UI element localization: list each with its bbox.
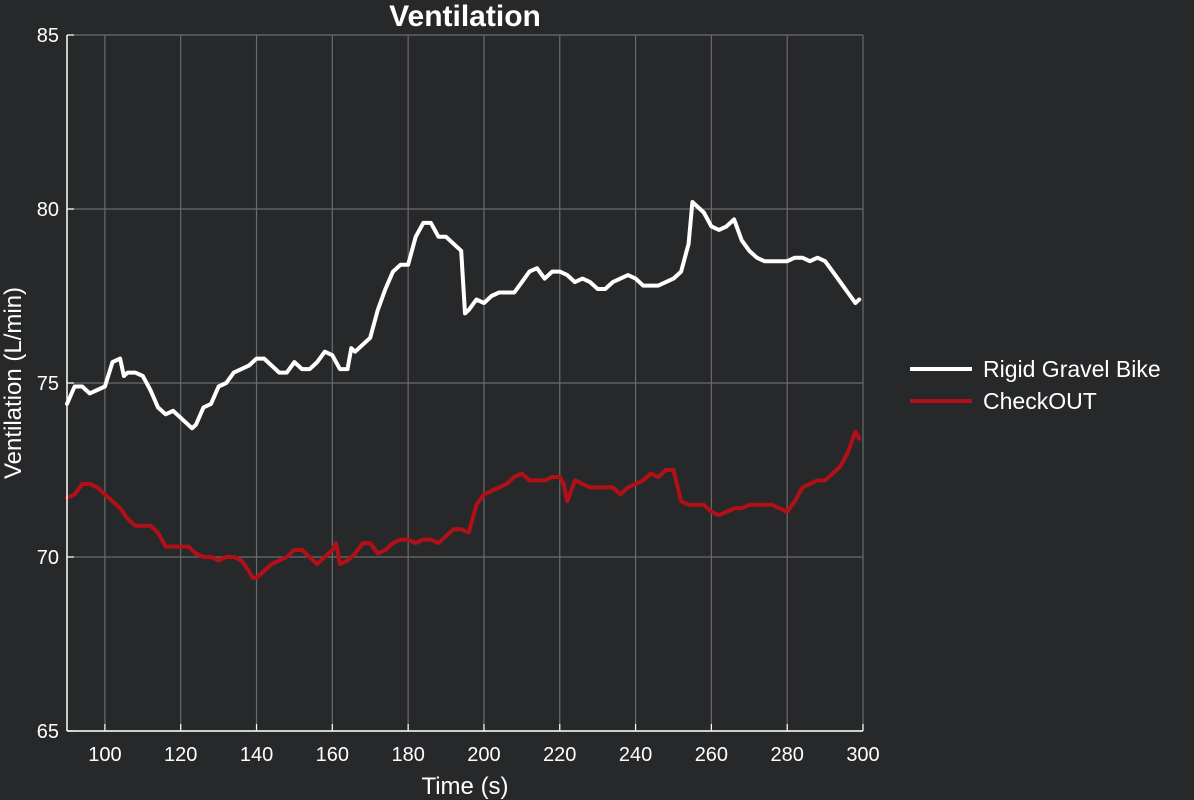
series-line-rigid-gravel-bike	[65, 200, 862, 431]
legend-item-checkout: CheckOUT	[910, 388, 1097, 414]
x-tick-label: 180	[391, 744, 424, 766]
y-axis-label: Ventilation (L/min)	[0, 287, 27, 479]
chart-title: Ventilation	[389, 0, 541, 33]
x-tick-label: 160	[316, 744, 349, 766]
series-lines	[65, 200, 862, 580]
tick-labels: 100 120 140 160 180 200 220 240 260 280 300 65 70 75 8…	[37, 25, 880, 766]
x-tick-label: 140	[240, 744, 273, 766]
x-tick-label: 300	[846, 744, 879, 766]
y-tick-label: 85	[37, 25, 59, 47]
legend-label-rigid-gravel-bike: Rigid Gravel Bike	[983, 356, 1161, 382]
series-line-checkout	[65, 429, 862, 580]
x-tick-label: 220	[543, 744, 576, 766]
legend-item-rigid-gravel-bike: Rigid Gravel Bike	[910, 356, 1161, 382]
legend-label-checkout: CheckOUT	[983, 388, 1097, 414]
x-tick-label: 280	[771, 744, 804, 766]
grid-lines	[67, 34, 864, 732]
x-tick-label: 240	[619, 744, 652, 766]
y-tick-label: 75	[37, 373, 59, 395]
x-tick-label: 100	[88, 744, 121, 766]
x-tick-label: 120	[164, 744, 197, 766]
legend: Rigid Gravel Bike CheckOUT	[910, 356, 1161, 414]
x-tick-label: 260	[695, 744, 728, 766]
x-axis-label: Time (s)	[421, 773, 508, 800]
y-tick-label: 70	[37, 547, 59, 569]
y-tick-label: 80	[37, 199, 59, 221]
y-tick-label: 65	[37, 721, 59, 743]
x-tick-label: 200	[467, 744, 500, 766]
